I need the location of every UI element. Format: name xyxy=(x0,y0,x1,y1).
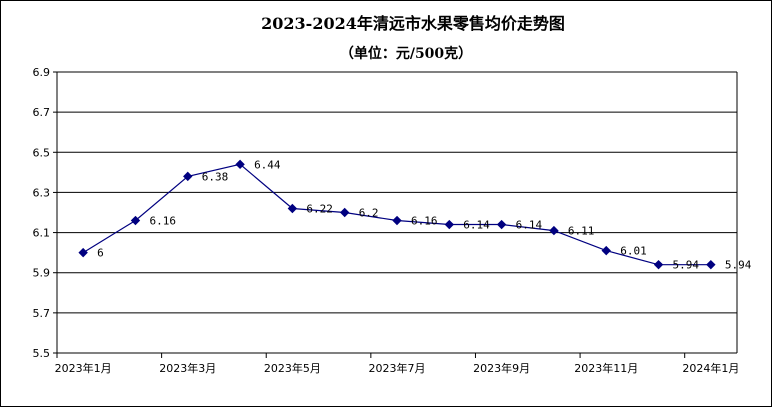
chart-subtitle: （单位：元/500克） xyxy=(340,45,472,62)
y-tick-labels: 5.5 5.7 5.9 6.1 6.3 6.5 6.7 6.9 xyxy=(33,66,51,360)
data-label: 6.01 xyxy=(620,245,647,258)
data-label: 5.94 xyxy=(725,259,752,272)
x-tick-label: 2023年3月 xyxy=(159,361,216,375)
y-tick-label: 6.1 xyxy=(33,227,51,240)
data-point-marker xyxy=(130,215,141,226)
data-label: 5.94 xyxy=(673,259,700,272)
data-point-marker xyxy=(392,215,402,226)
data-point-marker xyxy=(653,259,664,270)
data-point-marker xyxy=(601,245,611,256)
data-point-marker xyxy=(287,203,298,214)
data-label: 6.16 xyxy=(411,215,438,228)
data-point-marker xyxy=(549,225,559,236)
y-tick-label: 5.5 xyxy=(33,347,51,360)
data-label: 6.11 xyxy=(568,225,595,238)
series-line xyxy=(82,163,711,266)
x-tick-labels: 2023年1月 2023年3月 2023年5月 2023年7月 2023年9月 2023年… xyxy=(55,361,740,375)
data-point-marker xyxy=(235,159,245,170)
x-tick-label: 2023年1月 xyxy=(55,361,112,375)
y-tick-label: 6.5 xyxy=(33,146,51,159)
y-tick-label: 6.7 xyxy=(33,106,51,119)
data-point-marker xyxy=(496,219,507,230)
x-tick-label: 2024年1月 xyxy=(682,361,739,375)
data-point-marker xyxy=(78,247,88,258)
data-point-marker xyxy=(183,171,193,182)
data-point-marker xyxy=(706,259,716,270)
data-point-marker xyxy=(339,207,350,218)
axes xyxy=(53,71,738,358)
y-tick-label: 5.9 xyxy=(33,267,51,280)
x-tick-label: 2023年5月 xyxy=(264,361,321,375)
data-label: 6.14 xyxy=(463,219,490,232)
data-label: 6.16 xyxy=(149,215,176,228)
data-point-marker xyxy=(444,219,455,230)
y-tick-label: 6.3 xyxy=(33,186,51,199)
data-label: 6.22 xyxy=(306,202,333,215)
series-price xyxy=(78,159,716,270)
chart-title: 2023-2024年清远市水果零售均价走势图 xyxy=(261,14,565,33)
data-label: 6 xyxy=(97,247,104,260)
data-label: 6.14 xyxy=(516,219,543,232)
x-tick-label: 2023年7月 xyxy=(369,361,426,375)
gridlines xyxy=(57,71,737,354)
x-tick-label: 2023年9月 xyxy=(473,361,530,375)
x-tick-label: 2023年11月 xyxy=(574,361,638,375)
y-tick-label: 6.9 xyxy=(33,66,51,79)
data-label: 6.38 xyxy=(202,170,229,183)
data-labels: 6 6.16 6.38 6.44 6.22 6.2 6.16 6.14 6.14 6.11 6.01… xyxy=(97,158,752,271)
data-label: 6.2 xyxy=(359,207,379,220)
data-label: 6.44 xyxy=(254,158,281,171)
y-tick-label: 5.7 xyxy=(33,307,51,320)
